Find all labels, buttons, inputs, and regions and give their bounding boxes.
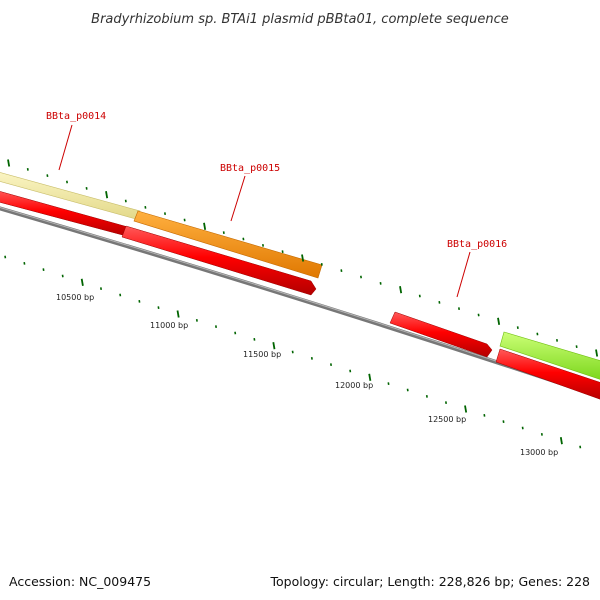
feature-band-green <box>499 331 600 380</box>
major-tick <box>176 310 180 318</box>
major-tick <box>559 437 563 445</box>
inner-tick-marks <box>4 255 582 449</box>
major-tick <box>272 342 276 350</box>
outer-tick-marks <box>7 159 599 357</box>
gene-label-leader <box>230 175 246 222</box>
gene-label[interactable]: BBta_p0015 <box>220 163 280 174</box>
scale-label: 11000 bp <box>150 321 188 330</box>
genome-backbone <box>0 206 600 399</box>
major-tick <box>399 286 403 294</box>
gene-arrow-red <box>389 311 493 358</box>
major-tick <box>464 405 468 413</box>
major-tick <box>595 349 599 357</box>
major-tick <box>7 159 11 167</box>
gene-label[interactable]: BBta_p0014 <box>46 111 106 122</box>
major-tick <box>203 222 207 230</box>
scale-label: 12500 bp <box>428 415 466 424</box>
major-tick <box>497 317 501 325</box>
gene-arrow-red <box>495 348 600 400</box>
scale-label: 10500 bp <box>56 293 94 302</box>
major-tick <box>368 373 372 381</box>
map-title: Bradyrhizobium sp. BTAi1 plasmid pBBta01… <box>91 12 509 27</box>
gene-label[interactable]: BBta_p0016 <box>447 239 507 250</box>
gene-arrow-red <box>121 225 317 296</box>
accession-text: Accession: NC_009475 <box>9 574 151 589</box>
major-tick <box>301 254 305 262</box>
major-tick <box>80 278 84 286</box>
scale-label: 12000 bp <box>335 381 373 390</box>
gene-label-leader <box>58 124 73 171</box>
feature-band-orange <box>133 210 323 279</box>
gene-label-leader <box>456 251 471 298</box>
scale-label: 11500 bp <box>243 350 281 359</box>
summary-text: Topology: circular; Length: 228,826 bp; … <box>270 574 591 589</box>
scale-label: 13000 bp <box>520 448 558 457</box>
major-tick <box>105 191 109 199</box>
